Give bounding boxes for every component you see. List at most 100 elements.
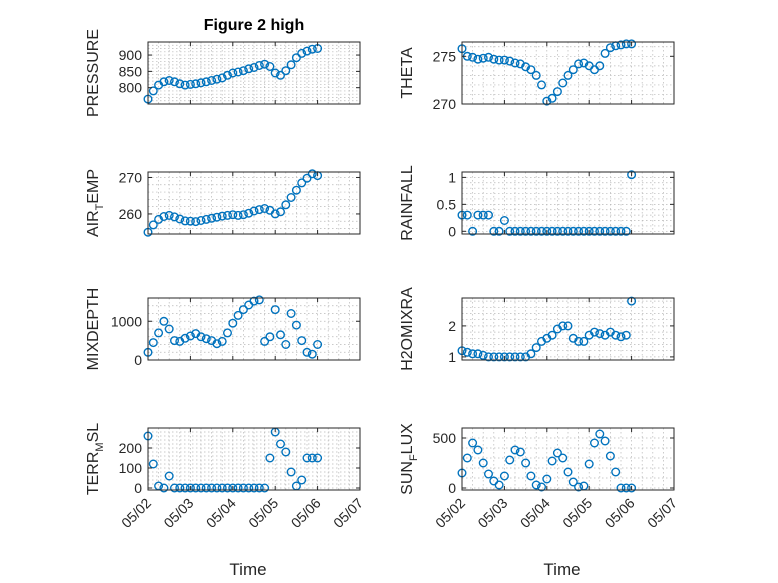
- data-point: [558, 453, 568, 463]
- data-point: [473, 54, 483, 64]
- subplot-3: 260 270 AIRTEMP: [85, 169, 361, 237]
- y-tick-label: 900: [119, 47, 143, 63]
- data-point: [254, 483, 264, 493]
- data-point: [212, 212, 222, 222]
- x-tick-label: 05/03: [474, 495, 510, 531]
- data-point: [276, 207, 286, 217]
- data-point: [281, 340, 291, 350]
- data-point: [191, 79, 201, 89]
- data-point: [584, 226, 594, 236]
- data-point: [515, 447, 525, 457]
- data-point: [547, 226, 557, 236]
- data-point: [526, 226, 536, 236]
- data-point: [616, 40, 626, 50]
- data-point: [600, 48, 610, 58]
- x-tick-label: 05/04: [517, 495, 553, 531]
- data-point: [201, 334, 211, 344]
- data-point: [207, 483, 217, 493]
- data-point: [542, 226, 552, 236]
- data-point: [574, 482, 584, 492]
- data-point: [558, 78, 568, 88]
- subplot-2: 270 275 THETA: [399, 39, 675, 112]
- data-point: [494, 480, 504, 490]
- data-point: [494, 55, 504, 65]
- data-point: [590, 438, 600, 448]
- data-point: [627, 39, 637, 49]
- data-point: [148, 338, 158, 348]
- data-point: [563, 226, 573, 236]
- data-point: [616, 332, 626, 342]
- data-point: [526, 349, 536, 359]
- data-point: [515, 226, 525, 236]
- data-point: [244, 483, 254, 493]
- x-tick-label: 05/06: [602, 495, 638, 531]
- data-point: [286, 467, 296, 477]
- subplot-8: 0 500 SUNFLUX 05/02 05/03 05/04 05/05 05/06 05/0…: [399, 423, 680, 579]
- data-point: [217, 73, 227, 83]
- data-point: [537, 80, 547, 90]
- axes-background: [462, 172, 674, 234]
- data-point: [574, 59, 584, 69]
- data-point: [169, 483, 179, 493]
- data-point: [521, 226, 531, 236]
- data-point: [233, 310, 243, 320]
- data-point: [180, 333, 190, 343]
- y-tick-label: 200: [119, 440, 143, 456]
- data-point: [159, 483, 169, 493]
- data-point: [484, 352, 494, 362]
- data-point: [164, 324, 174, 334]
- data-point: [191, 217, 201, 227]
- data-point: [552, 448, 562, 458]
- data-point: [180, 216, 190, 226]
- data-point: [222, 328, 232, 338]
- data-point: [307, 169, 317, 179]
- data-point: [159, 77, 169, 87]
- data-point: [169, 212, 179, 222]
- data-point: [510, 226, 520, 236]
- data-point: [542, 474, 552, 484]
- data-point: [265, 453, 275, 463]
- y-tick-label: 0: [448, 223, 456, 239]
- y-tick-label: 0: [134, 352, 142, 368]
- data-point: [563, 70, 573, 80]
- data-point: [468, 226, 478, 236]
- data-point: [558, 321, 568, 331]
- data-point: [515, 352, 525, 362]
- data-point: [169, 77, 179, 87]
- data-point: [244, 64, 254, 74]
- data-point: [175, 79, 185, 89]
- data-point: [579, 58, 589, 68]
- axes-frame: [147, 427, 361, 491]
- data-point: [148, 220, 158, 230]
- data-point: [611, 330, 621, 340]
- data-point: [196, 483, 206, 493]
- y-tick-label: 850: [119, 63, 143, 79]
- data-point: [164, 471, 174, 481]
- data-point: [484, 469, 494, 479]
- data-point: [627, 170, 637, 180]
- data-point: [499, 55, 509, 65]
- x-axis-label: Time: [229, 560, 266, 579]
- data-point: [489, 54, 499, 64]
- data-point: [185, 79, 195, 89]
- data-point: [600, 226, 610, 236]
- data-point: [260, 336, 270, 346]
- data-point: [484, 210, 494, 220]
- y-tick-label: 100: [119, 460, 143, 476]
- data-point: [201, 483, 211, 493]
- data-point: [270, 209, 280, 219]
- data-point: [526, 65, 536, 75]
- y-tick-label: 275: [433, 48, 457, 64]
- data-point: [260, 203, 270, 213]
- x-tick-label: 05/03: [160, 495, 196, 531]
- data-point: [201, 214, 211, 224]
- y-tick-label: 1000: [111, 313, 142, 329]
- data-point: [563, 321, 573, 331]
- data-point: [574, 226, 584, 236]
- data-point: [291, 320, 301, 330]
- x-tick-label: 05/02: [118, 495, 154, 531]
- data-point: [265, 332, 275, 342]
- data-point: [207, 213, 217, 223]
